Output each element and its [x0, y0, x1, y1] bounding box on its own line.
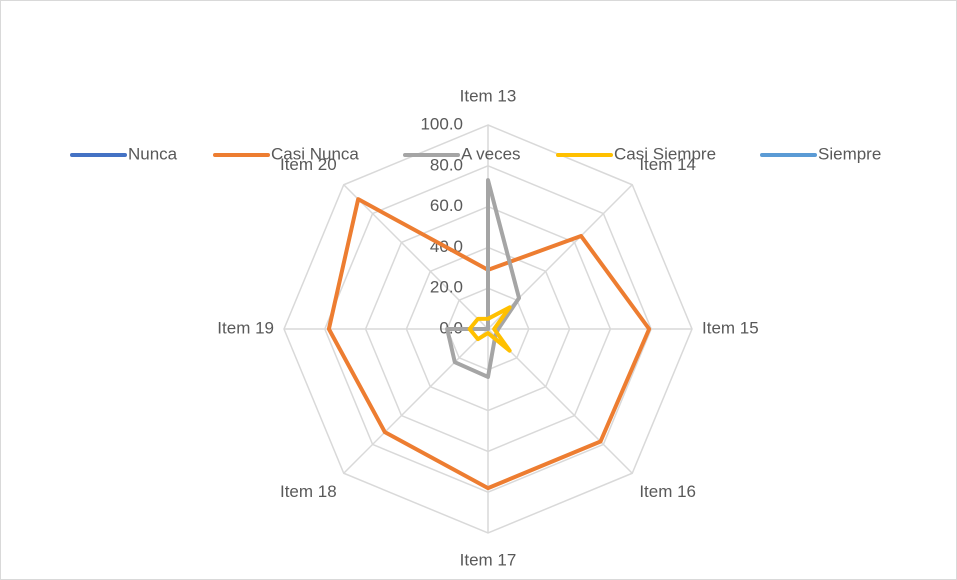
category-label: Item 13 [460, 86, 517, 105]
r-tick-label: 20.0 [430, 278, 463, 297]
spoke [343, 184, 489, 330]
series-line [445, 178, 522, 379]
category-label: Item 20 [280, 155, 337, 174]
series-line [326, 197, 652, 491]
spoke [343, 328, 489, 474]
r-tick-label: 100.0 [420, 114, 463, 133]
r-tick-label: 60.0 [430, 196, 463, 215]
r-tick-label: 80.0 [430, 155, 463, 174]
category-label: Item 14 [639, 155, 696, 174]
legend-label: A veces [461, 144, 521, 163]
category-label: Item 18 [280, 482, 337, 501]
category-label: Item 16 [639, 482, 696, 501]
category-label: Item 19 [217, 318, 274, 337]
category-label: Item 15 [702, 318, 759, 337]
series-line [467, 305, 512, 353]
legend-label: Siempre [818, 144, 881, 163]
category-label: Item 17 [460, 550, 517, 569]
legend-label: Casi Nunca [271, 144, 359, 163]
spoke [487, 328, 633, 474]
legend-label: Casi Siempre [614, 144, 716, 163]
legend-label: Nunca [128, 144, 178, 163]
